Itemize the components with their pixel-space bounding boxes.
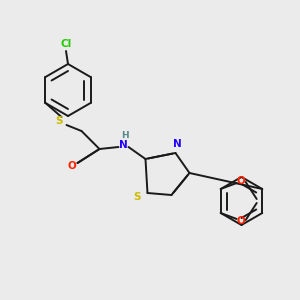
Text: O: O: [236, 216, 245, 226]
Text: O: O: [67, 161, 76, 171]
Text: Cl: Cl: [60, 39, 72, 49]
Text: S: S: [134, 192, 141, 202]
Text: O: O: [236, 176, 245, 186]
Text: N: N: [119, 140, 128, 150]
Text: N: N: [173, 139, 182, 149]
Text: H: H: [121, 130, 128, 140]
Text: S: S: [56, 116, 63, 126]
